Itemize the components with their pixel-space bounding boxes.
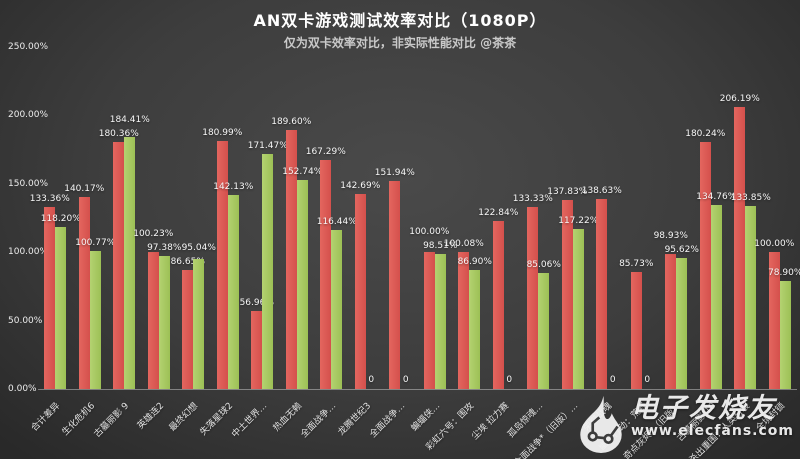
bar-value-label: 56.96% [239, 298, 274, 308]
bar-red [216, 141, 228, 389]
bar-value-label: 85.73% [619, 259, 654, 269]
bar-green [262, 154, 274, 389]
bar-value-label: 180.36% [98, 129, 139, 139]
bar-value-label: 133.36% [29, 194, 70, 204]
bar-value-label: 98.93% [653, 231, 688, 241]
bar-value-label: 0 [368, 375, 375, 385]
bar-green [779, 281, 791, 389]
bar-value-label: 0 [506, 375, 513, 385]
bar-green [538, 273, 550, 389]
bar-value-label: 152.74% [282, 167, 323, 177]
y-axis-tick-label: 200.00% [8, 110, 49, 121]
bar-red [389, 181, 401, 389]
bar-green [676, 258, 688, 389]
bar-value-label: 142.69% [340, 181, 381, 191]
bar-value-label: 140.17% [64, 184, 105, 194]
bar-red [596, 199, 608, 389]
bar-value-label: 98.51% [423, 241, 458, 251]
bar-value-label: 171.47% [247, 141, 288, 151]
bar-value-label: 95.04% [181, 243, 216, 253]
bar-red [113, 142, 125, 389]
bar-value-label: 180.24% [685, 129, 726, 139]
bar-value-label: 0 [644, 375, 651, 385]
watermark-url: www.elecfans.com [631, 423, 794, 439]
bar-green [158, 256, 170, 389]
bar-red [630, 272, 642, 389]
x-axis-line [38, 389, 797, 390]
bar-green [55, 227, 67, 389]
bar-value-label: 167.29% [305, 147, 346, 157]
bar-value-label: 122.84% [478, 208, 519, 218]
bar-red [561, 200, 573, 389]
bar-value-label: 0 [402, 375, 409, 385]
bar-green [745, 206, 757, 389]
bar-red [458, 252, 470, 389]
bar-green [227, 195, 239, 389]
bar-value-label: 134.76% [696, 192, 737, 202]
bar-value-label: 97.38% [147, 243, 182, 253]
bar-red [527, 207, 539, 389]
bar-green [331, 230, 343, 389]
bar-value-label: 180.99% [202, 128, 243, 138]
bar-green [434, 254, 446, 389]
bar-value-label: 85.06% [526, 260, 561, 270]
bar-red [147, 252, 159, 389]
bar-green [710, 205, 722, 389]
watermark-brand: 电子发烧友 [631, 393, 777, 424]
bar-green [193, 259, 205, 389]
bar-red [182, 270, 194, 389]
bar-value-label: 138.63% [581, 186, 622, 196]
bar-red [423, 252, 435, 389]
bar-value-label: 137.83% [547, 187, 588, 197]
bar-value-label: 86.90% [457, 257, 492, 267]
bar-red [354, 194, 366, 389]
bar-green [296, 180, 308, 389]
y-axis-tick-label: 150.00% [8, 178, 49, 189]
bar-value-label: 133.85% [730, 193, 771, 203]
y-axis-tick-label: 0.00% [8, 384, 37, 394]
bar-value-label: 100.00% [754, 239, 795, 249]
bar-green [469, 270, 481, 389]
bar-red [665, 254, 677, 389]
bar-value-label: 0 [609, 375, 616, 385]
bar-value-label: 116.44% [316, 217, 357, 227]
bar-red [251, 311, 263, 389]
bar-value-label: 189.60% [271, 117, 312, 127]
bar-red [44, 207, 56, 389]
bar-value-label: 100.08% [443, 239, 484, 249]
y-axis-tick-label: 50.00% [8, 315, 43, 326]
bar-green [572, 229, 584, 389]
bar-value-label: 86.65% [170, 257, 205, 267]
bar-value-label: 100.23% [133, 229, 174, 239]
bar-green [124, 137, 136, 389]
bar-value-label: 78.90% [768, 268, 800, 278]
bar-red [699, 142, 711, 389]
bar-value-label: 100.00% [409, 227, 450, 237]
bar-value-label: 133.33% [512, 194, 553, 204]
bar-green [89, 251, 101, 389]
bar-red [492, 221, 504, 389]
bar-value-label: 100.77% [75, 238, 116, 248]
bar-value-label: 118.20% [40, 214, 81, 224]
watermark: 电子发烧友 www.elecfans.com [575, 395, 794, 457]
bar-value-label: 151.94% [374, 168, 415, 178]
chart-title: AN双卡游戏测试效率对比（1080P） [253, 11, 547, 30]
y-axis-tick-label: 250.00% [8, 42, 49, 52]
bar-red [768, 252, 780, 389]
bar-value-label: 95.62% [664, 245, 699, 255]
elecfans-flame-logo-icon [575, 395, 627, 457]
bar-red [285, 130, 297, 389]
bar-red [320, 160, 332, 389]
y-axis-tick-label: 100.00% [8, 247, 49, 258]
watermark-text: 电子发烧友 www.elecfans.com [631, 393, 794, 440]
bar-value-label: 142.13% [213, 182, 254, 192]
bar-red [734, 107, 746, 389]
bar-value-label: 206.19% [719, 94, 760, 104]
bar-value-label: 184.41% [109, 115, 150, 125]
bar-value-label: 117.22% [558, 216, 599, 226]
chart-subtitle: 仅为双卡效率对比，非实际性能对比 @茶茶 [283, 36, 517, 50]
bar-red [78, 197, 90, 389]
